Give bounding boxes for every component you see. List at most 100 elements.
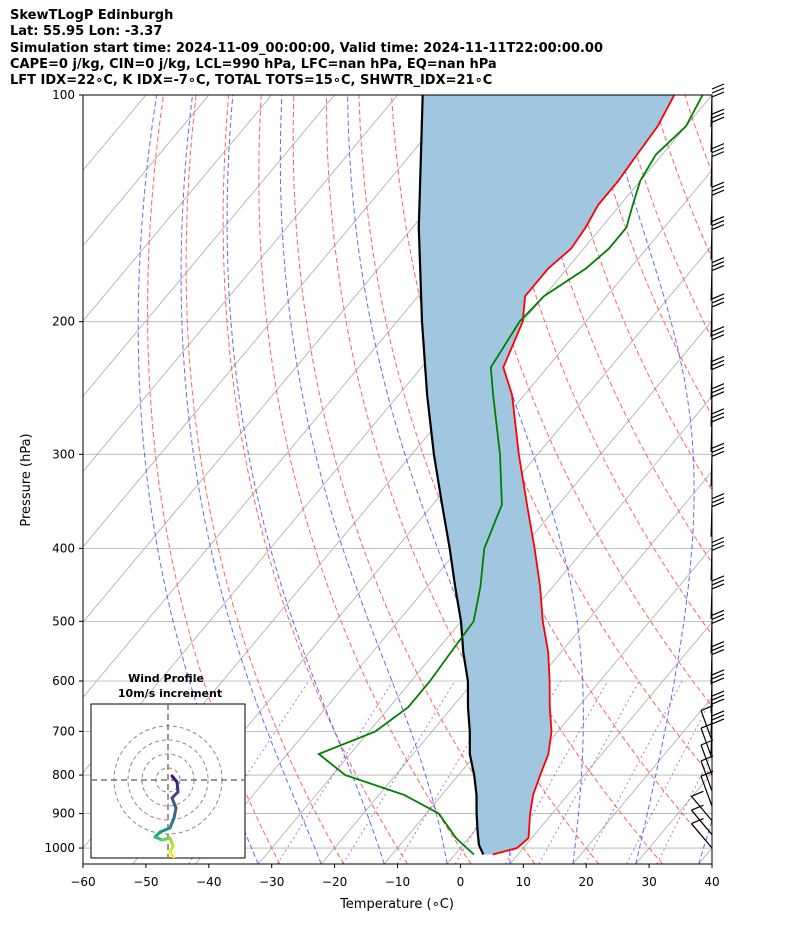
isotherm-line xyxy=(509,621,712,864)
y-tick-label: 500 xyxy=(52,614,75,628)
isotherm-line xyxy=(698,847,712,864)
chart-header: SkewTLogP Edinburgh Lat: 55.95 Lon: -3.3… xyxy=(10,8,603,89)
wind-barb xyxy=(710,256,725,301)
hodograph-segment xyxy=(168,816,176,830)
cape-line: CAPE=0 j/kg, CIN=0 j/kg, LCL=990 hPa, LF… xyxy=(10,56,497,72)
wind-barb xyxy=(710,493,725,537)
y-tick-label: 100 xyxy=(52,88,75,102)
dewpoint-line xyxy=(317,95,704,856)
dry-adiabat xyxy=(521,95,712,564)
isotherm-line xyxy=(83,95,210,247)
hodograph-segment xyxy=(168,850,176,858)
wind-barb xyxy=(710,108,725,153)
wind-barb xyxy=(710,181,725,226)
chart-title: SkewTLogP Edinburgh xyxy=(10,8,174,23)
dry-adiabat xyxy=(717,95,794,864)
moist-adiabat xyxy=(279,95,448,864)
location-line: Lat: 55.95 Lon: -3.37 xyxy=(10,24,163,40)
dry-adiabat xyxy=(684,95,712,174)
wind-barb xyxy=(690,790,713,822)
dry-adiabat xyxy=(222,95,408,864)
y-tick-label: 800 xyxy=(52,768,75,782)
wind-barb xyxy=(710,326,725,370)
isotherm-line xyxy=(83,95,273,322)
wind-barb xyxy=(710,669,725,713)
dry-adiabat xyxy=(147,95,281,864)
hodograph-segment xyxy=(175,780,180,794)
indices-line: LFT IDX=22∘C, K IDX=-7∘C, TOTAL TOTS=15∘… xyxy=(10,73,493,89)
mixing-ratio-line xyxy=(342,680,456,864)
wind-barb xyxy=(710,143,725,187)
wind-barb xyxy=(710,408,725,452)
y-tick-label: 1000 xyxy=(44,841,75,855)
hodograph-ring xyxy=(127,739,209,821)
mixing-ratio-line xyxy=(276,680,394,864)
mixing-ratio-line xyxy=(538,680,640,864)
isotherm-line xyxy=(572,696,712,864)
mixing-ratio-line xyxy=(504,680,609,864)
wind-barb xyxy=(710,640,725,685)
wind-profile-title: Wind Profile xyxy=(128,672,204,685)
parcel-line xyxy=(417,95,485,855)
x-tick-label: −50 xyxy=(133,875,158,889)
wind-barb xyxy=(710,216,725,260)
wind-barb xyxy=(710,710,725,754)
wind-barb xyxy=(710,293,725,337)
wind-profile-subtitle: 10m/s increment xyxy=(118,687,222,700)
y-tick-label: 200 xyxy=(52,315,75,329)
cin-area xyxy=(418,95,675,855)
x-tick-label: 20 xyxy=(579,875,594,889)
moist-adiabat xyxy=(444,95,584,864)
x-tick-label: −10 xyxy=(385,875,410,889)
isotherm-line xyxy=(83,95,461,548)
dry-adiabat xyxy=(185,95,345,864)
x-tick-label: −30 xyxy=(259,875,284,889)
hodograph-segment xyxy=(172,806,178,820)
moist-adiabat xyxy=(226,95,385,864)
isotherm-line xyxy=(446,546,712,864)
y-tick-label: 300 xyxy=(52,447,75,461)
y-axis-ticks: 100 200 300 400 500 600 700 800 900 1000 xyxy=(44,88,83,855)
temperature-line xyxy=(492,95,676,856)
wind-barb xyxy=(710,83,725,128)
wind-profile-inset: Wind Profile 10m/s increment xyxy=(90,672,246,859)
x-tick-label: −20 xyxy=(322,875,347,889)
isotherm-line xyxy=(635,772,712,864)
dry-adiabat xyxy=(456,95,712,707)
x-axis-ticks: −60 −50 −40 −30 −20 −10 0 10 20 30 40 xyxy=(70,864,720,889)
isotherm-line xyxy=(83,95,524,623)
wind-barb xyxy=(710,690,725,735)
wind-barb xyxy=(710,442,725,487)
dry-adiabat xyxy=(586,95,712,417)
y-tick-label: 600 xyxy=(52,674,75,688)
mixing-ratio-line xyxy=(584,680,683,864)
wind-barb xyxy=(710,383,725,427)
wind-barb xyxy=(710,575,725,619)
y-tick-label: 900 xyxy=(52,807,75,821)
dry-adiabat xyxy=(750,95,794,864)
moist-adiabat xyxy=(180,95,322,864)
hodograph-segment xyxy=(158,826,172,834)
x-tick-label: 40 xyxy=(704,875,719,889)
y-tick-label: 400 xyxy=(52,541,75,555)
x-tick-label: −40 xyxy=(196,875,221,889)
wind-barb xyxy=(690,804,713,836)
hodograph-segment xyxy=(170,796,178,810)
moist-adiabat xyxy=(698,818,712,864)
isotherm-line xyxy=(320,395,712,864)
mixing-ratio-line xyxy=(396,680,507,864)
wind-barbs xyxy=(690,83,725,849)
isotherm-line xyxy=(83,95,398,473)
x-tick-label: 0 xyxy=(457,875,465,889)
cape-shading xyxy=(418,95,675,855)
y-axis-label: Pressure (hPa) xyxy=(19,433,34,526)
x-tick-label: 10 xyxy=(516,875,531,889)
moist-adiabat xyxy=(604,95,695,864)
wind-barb xyxy=(710,355,725,400)
isotherm-line xyxy=(762,95,794,864)
dry-adiabat xyxy=(651,95,712,259)
x-tick-label: 30 xyxy=(641,875,656,889)
wind-barb xyxy=(710,609,725,654)
dry-adiabat xyxy=(783,95,794,864)
wind-barb xyxy=(690,817,713,849)
